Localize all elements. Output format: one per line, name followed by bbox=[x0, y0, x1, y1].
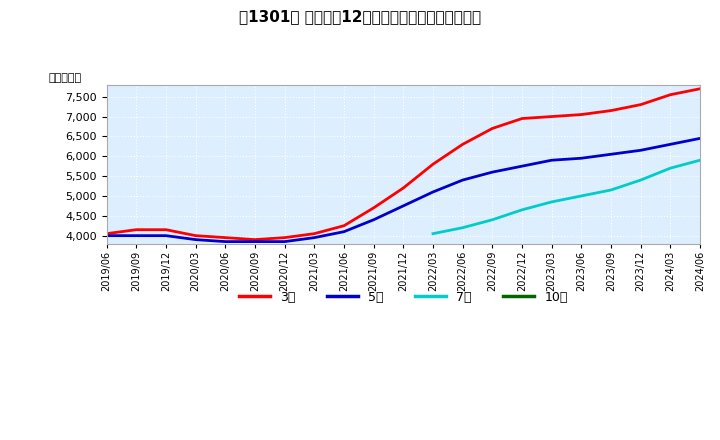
Text: 【1301】 経常利益12か月移動合計の平均値の推移: 【1301】 経常利益12か月移動合計の平均値の推移 bbox=[239, 9, 481, 24]
Legend: 3年, 5年, 7年, 10年: 3年, 5年, 7年, 10年 bbox=[234, 286, 572, 309]
Text: （百万円）: （百万円） bbox=[48, 73, 81, 83]
